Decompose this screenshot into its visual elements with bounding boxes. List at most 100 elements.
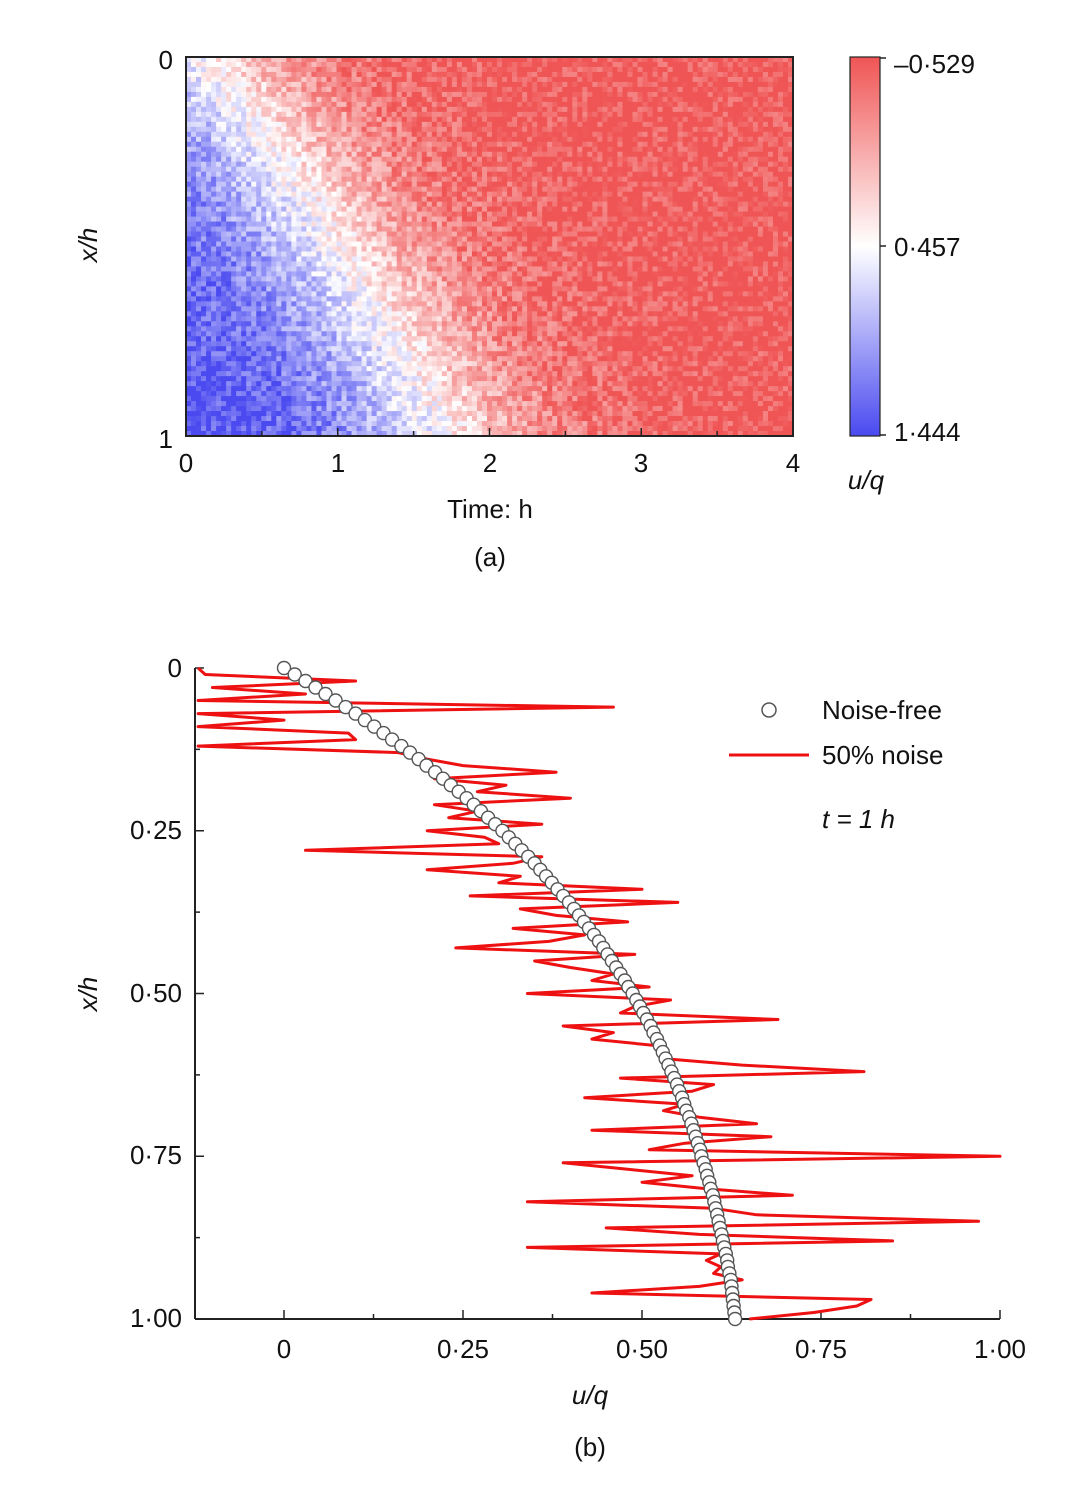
heatmap-cell	[722, 201, 729, 208]
heatmap-cell	[391, 81, 398, 88]
heatmap-cell	[657, 101, 664, 108]
heatmap-cell	[476, 126, 483, 133]
heatmap-cell	[582, 166, 588, 173]
heatmap-cell	[471, 191, 478, 198]
heatmap-cell	[637, 61, 644, 68]
heatmap-cell	[401, 171, 408, 178]
heatmap-cell	[762, 91, 769, 98]
heatmap-cell	[246, 251, 252, 258]
heatmap-cell	[567, 166, 573, 173]
heatmap-cell	[607, 146, 614, 153]
heatmap-cell	[622, 171, 629, 178]
heatmap-cell	[276, 176, 282, 183]
heatmap-cell	[361, 61, 368, 68]
heatmap-cell	[371, 211, 378, 218]
heatmap-cell	[266, 101, 272, 108]
heatmap-cell	[271, 261, 277, 268]
heatmap-cell	[522, 216, 528, 223]
heatmap-cell	[456, 191, 463, 198]
heatmap-cell	[587, 241, 593, 248]
heatmap-cell	[411, 236, 418, 243]
heatmap-cell	[356, 91, 363, 98]
heatmap-cell	[376, 246, 383, 253]
heatmap-cell	[582, 81, 588, 88]
heatmap-cell	[522, 166, 528, 173]
heatmap-cell	[677, 166, 684, 173]
heatmap-cell	[762, 241, 769, 248]
heatmap-cell	[722, 101, 729, 108]
heatmap-cell	[476, 236, 483, 243]
heatmap-cell	[461, 161, 468, 168]
heatmap-cell	[451, 256, 458, 263]
heatmap-cell	[762, 201, 769, 208]
heatmap-cell	[592, 161, 598, 168]
heatmap-cell	[602, 156, 608, 163]
heatmap-cell	[552, 76, 558, 83]
heatmap-cell	[592, 91, 598, 98]
heatmap-cell	[376, 136, 383, 143]
heatmap-cell	[512, 141, 518, 148]
heatmap-cell	[637, 101, 644, 108]
heatmap-cell	[416, 181, 423, 188]
heatmap-cell	[752, 71, 759, 78]
heatmap-cell	[441, 236, 448, 243]
heatmap-cell	[707, 131, 714, 138]
heatmap-cell	[291, 66, 297, 73]
heatmap-cell	[642, 196, 649, 203]
heatmap-cell	[532, 106, 538, 113]
heatmap-cell	[191, 201, 197, 208]
heatmap-cell	[632, 57, 639, 63]
heatmap-cell	[471, 236, 478, 243]
heatmap-cell	[201, 246, 207, 253]
heatmap-cell	[291, 211, 297, 218]
heatmap-cell	[471, 186, 478, 193]
heatmap-cell	[667, 106, 674, 113]
heatmap-cell	[276, 236, 282, 243]
heatmap-cell	[667, 76, 674, 83]
heatmap-cell	[246, 131, 252, 138]
heatmap-cell	[772, 111, 779, 118]
heatmap-cell	[396, 226, 403, 233]
heatmap-cell	[246, 141, 252, 148]
heatmap-cell	[186, 221, 192, 228]
heatmap-cell	[436, 96, 443, 103]
heatmap-cell	[316, 206, 323, 213]
heatmap-cell	[266, 201, 272, 208]
heatmap-cell	[522, 196, 528, 203]
heatmap-cell	[682, 131, 689, 138]
heatmap-cell	[306, 66, 313, 73]
heatmap-cell	[492, 246, 498, 253]
heatmap-cell	[361, 206, 368, 213]
heatmap-cell	[597, 151, 603, 158]
heatmap-cell	[476, 106, 483, 113]
heatmap-cell	[351, 76, 358, 83]
heatmap-cell	[657, 176, 664, 183]
heatmap-cell	[281, 116, 287, 123]
heatmap-cell	[481, 91, 488, 98]
heatmap-cell	[492, 216, 498, 223]
heatmap-cell	[366, 136, 373, 143]
heatmap-cell	[401, 106, 408, 113]
heatmap-cell	[627, 196, 634, 203]
heatmap-cell	[607, 106, 614, 113]
heatmap-cell	[652, 116, 659, 123]
heatmap-cell	[426, 91, 433, 98]
heatmap-cell	[236, 236, 242, 243]
heatmap-cell	[286, 216, 292, 223]
heatmap-cell	[582, 211, 588, 218]
heatmap-cell	[266, 86, 272, 93]
heatmap-cell	[682, 201, 689, 208]
heatmap-cell	[727, 136, 734, 143]
heatmap-cell	[461, 141, 468, 148]
heatmap-cell	[567, 57, 573, 63]
heatmap-cell	[527, 66, 533, 73]
heatmap-cell	[512, 181, 518, 188]
heatmap-cell	[762, 126, 769, 133]
heatmap-cell	[381, 121, 388, 128]
heatmap-cell	[622, 206, 629, 213]
heatmap-cell	[241, 241, 247, 248]
heatmap-cell	[331, 91, 338, 98]
heatmap-cell	[441, 111, 448, 118]
heatmap-cell	[226, 126, 232, 133]
heatmap-cell	[216, 221, 222, 228]
